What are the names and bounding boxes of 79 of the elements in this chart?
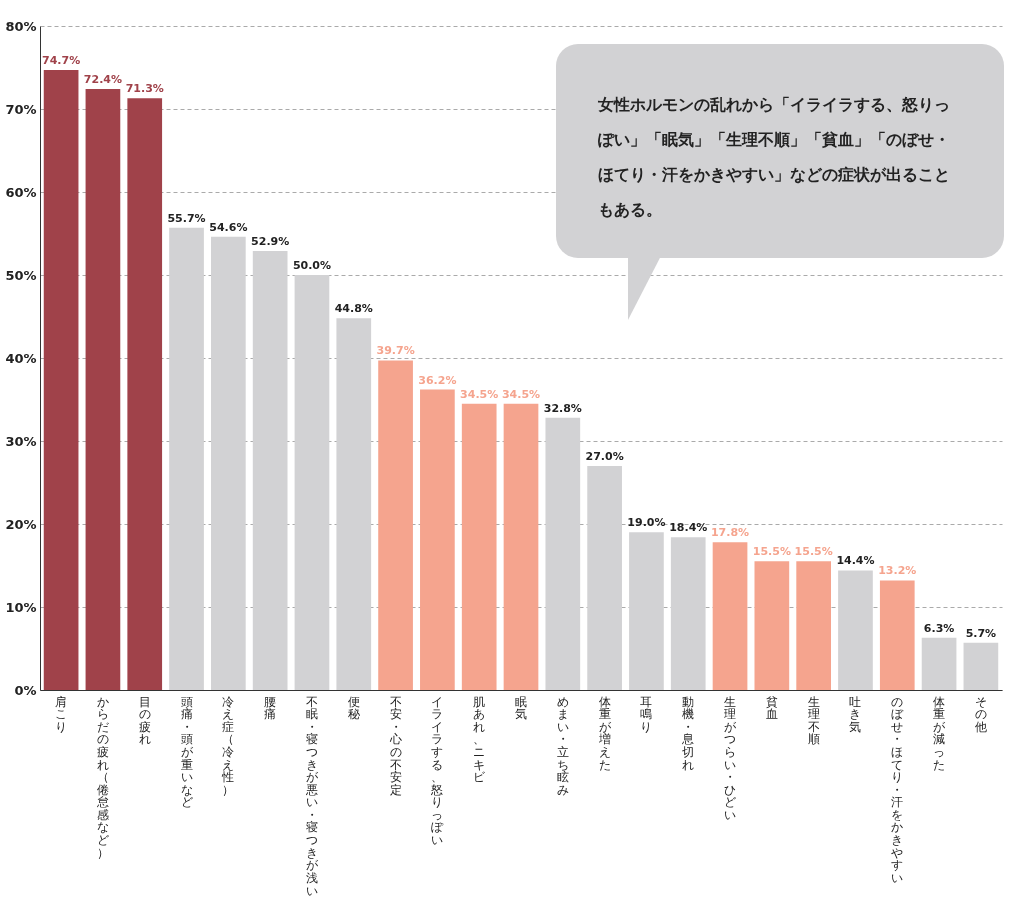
data-label: 27.0% <box>585 449 624 463</box>
data-label: 34.5% <box>460 387 499 401</box>
bar <box>378 360 413 690</box>
bar <box>336 318 372 690</box>
data-label: 39.7% <box>376 344 415 358</box>
bar <box>963 642 999 690</box>
x-tick-label: 不安・心の不安定 <box>388 694 402 797</box>
x-tick-label: 生理不順 <box>807 694 820 747</box>
x-tick-label: 便秘 <box>347 694 360 722</box>
data-label: 71.3% <box>125 82 164 96</box>
data-label: 5.7% <box>965 626 997 640</box>
x-tick-label: 貧血 <box>765 694 778 722</box>
x-tick-label: 冷え症（冷え性） <box>221 694 235 797</box>
bar <box>85 89 121 690</box>
data-label: 55.7% <box>167 211 206 225</box>
data-label: 50.0% <box>292 259 332 272</box>
bar <box>127 98 163 690</box>
y-tick-label: 20% <box>5 516 37 532</box>
data-label: 13.2% <box>878 564 917 578</box>
y-tick-label: 70% <box>5 101 37 117</box>
x-tick-label: 体重が減った <box>933 694 947 772</box>
y-tick-label: 30% <box>5 433 37 449</box>
bar <box>796 561 832 690</box>
bar <box>461 403 497 690</box>
y-tick-label: 10% <box>5 599 37 615</box>
bar <box>252 250 288 690</box>
y-tick-label: 80% <box>5 18 37 34</box>
data-label: 74.7% <box>42 53 81 67</box>
y-tick-label: 0% <box>14 682 37 698</box>
category-label: からだの疲れ（倦怠感など） <box>96 694 109 860</box>
bar <box>43 69 79 690</box>
data-label: 6.3% <box>923 621 955 635</box>
x-tick-label: その他 <box>974 694 987 734</box>
bar <box>712 542 748 690</box>
data-label: 14.4% <box>836 554 875 568</box>
bar <box>503 403 539 690</box>
annotation: 女性ホルモンの乱れから「イライラする、怒りっぽい」「眠気」「生理不順」「貧血」「のぼせ・ほてり・汗をかきやすい」などの症状が出ることもある。 <box>556 44 1004 258</box>
data-label: 19.0% <box>627 516 666 530</box>
x-tick-label: 腰痛 <box>264 694 277 722</box>
data-label: 72.4% <box>83 73 123 87</box>
bar <box>629 532 664 690</box>
y-tick-label: 50% <box>5 267 37 283</box>
data-label: 17.8% <box>710 526 750 540</box>
bar <box>294 275 330 690</box>
bar <box>921 637 957 690</box>
data-label: 15.5% <box>794 545 833 559</box>
x-tick-label: 耳鳴り <box>640 694 653 734</box>
bar <box>545 417 581 690</box>
data-label: 32.8% <box>543 401 582 415</box>
data-label: 54.6% <box>209 220 248 234</box>
bar <box>754 561 790 690</box>
bar <box>169 227 204 690</box>
data-label: 15.5% <box>752 545 791 559</box>
data-label: 34.5% <box>501 387 541 401</box>
category-label: 頭痛・頭が重いなど <box>180 694 193 810</box>
x-tick-label: 動機・息切れ <box>681 694 695 772</box>
x-tick-label: 目の疲れ <box>138 694 151 747</box>
data-label: 36.2% <box>418 373 457 387</box>
x-tick-label: めまい・立ち眩み <box>556 694 569 797</box>
category-label: イライラする、怒りっぽい <box>431 694 444 848</box>
bar <box>420 389 455 690</box>
x-tick-label: 吐き気 <box>849 694 862 734</box>
category-label: 生理がつらい・ひどい <box>724 694 737 822</box>
x-tick-label: 肩こり <box>55 694 68 734</box>
data-label: 18.4% <box>669 521 708 535</box>
x-tick-label: 体重が増えた <box>597 694 612 772</box>
bar <box>210 236 246 690</box>
category-label: のぼせ・ほてり・汗をかきやすい <box>891 694 904 885</box>
category-label: 不眠・寝つきが悪い・寝つきが浅い <box>305 694 318 898</box>
data-label: 44.8% <box>334 302 373 316</box>
y-tick-label: 40% <box>5 350 37 366</box>
x-tick-label: 眠気 <box>515 694 527 722</box>
bar <box>879 580 915 690</box>
bar <box>838 570 873 690</box>
bar <box>587 465 622 690</box>
y-tick-label: 60% <box>5 184 37 200</box>
data-label: 52.9% <box>251 234 290 248</box>
bar <box>670 537 706 690</box>
x-tick-label: 肌あれ、ニキビ <box>473 694 487 785</box>
